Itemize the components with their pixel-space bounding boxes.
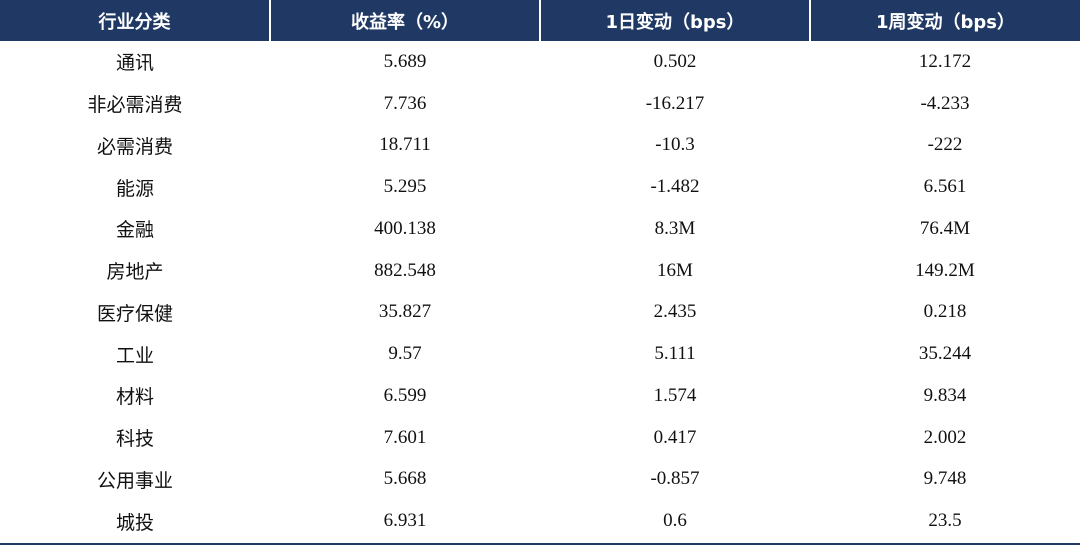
cell-yield: 882.548 bbox=[374, 259, 436, 281]
cell-sector: 房地产 bbox=[106, 261, 164, 284]
cell-yield: 5.295 bbox=[383, 176, 427, 198]
table-row: 必需消费 18.711 -10.3 -222 bbox=[0, 125, 1080, 167]
header-1d-change: 1日变动（bps） bbox=[540, 0, 811, 41]
cell-sector: 工业 bbox=[115, 344, 154, 367]
header-yield: 收益率（%） bbox=[270, 0, 541, 41]
cell-sector: 必需消费 bbox=[96, 135, 173, 158]
cell-yield: 5.668 bbox=[383, 468, 427, 490]
cell-1w-change: 0.218 bbox=[923, 301, 967, 323]
table-body: 通讯 5.689 0.502 12.172 非必需消费 7.736 -16.217 -4.23… bbox=[0, 41, 1080, 542]
cell-sector: 通讯 bbox=[115, 52, 154, 75]
table-row: 公用事业 5.668 -0.857 9.748 bbox=[0, 459, 1080, 501]
cell-sector: 非必需消费 bbox=[87, 94, 183, 117]
cell-yield: 9.57 bbox=[388, 343, 422, 365]
cell-1d-change: 16M bbox=[657, 259, 693, 281]
cell-1w-change: 149.2M bbox=[915, 259, 975, 281]
cell-1d-change: -10.3 bbox=[655, 134, 695, 156]
cell-sector: 科技 bbox=[115, 428, 154, 451]
cell-yield: 7.601 bbox=[383, 426, 427, 448]
cell-1d-change: 2.435 bbox=[653, 301, 697, 323]
table-header: 行业分类 收益率（%） 1日变动（bps） 1周变动（bps） bbox=[0, 0, 1080, 41]
table-row: 医疗保健 35.827 2.435 0.218 bbox=[0, 292, 1080, 334]
table-row: 通讯 5.689 0.502 12.172 bbox=[0, 41, 1080, 83]
cell-1w-change: 23.5 bbox=[928, 510, 962, 532]
cell-sector: 金融 bbox=[115, 219, 154, 242]
cell-sector: 材料 bbox=[115, 386, 154, 409]
table-row: 城投 6.931 0.6 23.5 bbox=[0, 500, 1080, 542]
cell-1w-change: 76.4M bbox=[919, 217, 971, 239]
cell-1w-change: 35.244 bbox=[918, 343, 972, 365]
header-1w-change: 1周变动（bps） bbox=[810, 0, 1080, 41]
cell-1w-change: 9.834 bbox=[923, 384, 967, 406]
cell-yield: 35.827 bbox=[378, 301, 432, 323]
cell-1w-change: -4.233 bbox=[920, 92, 970, 114]
cell-1w-change: -222 bbox=[927, 134, 963, 156]
cell-1d-change: 0.6 bbox=[663, 510, 687, 532]
cell-1w-change: 2.002 bbox=[923, 426, 967, 448]
cell-sector: 城投 bbox=[115, 511, 154, 534]
cell-1w-change: 9.748 bbox=[923, 468, 967, 490]
cell-yield: 7.736 bbox=[383, 92, 427, 114]
cell-sector: 医疗保健 bbox=[96, 302, 173, 325]
table-row: 金融 400.138 8.3M 76.4M bbox=[0, 208, 1080, 250]
cell-1d-change: 0.502 bbox=[653, 50, 697, 72]
cell-1d-change: 8.3M bbox=[654, 217, 696, 239]
cell-yield: 6.599 bbox=[383, 384, 427, 406]
cell-sector: 公用事业 bbox=[96, 469, 173, 492]
cell-yield: 18.711 bbox=[379, 134, 431, 156]
cell-1w-change: 6.561 bbox=[923, 176, 967, 198]
table-row: 能源 5.295 -1.482 6.561 bbox=[0, 166, 1080, 208]
cell-1d-change: 5.111 bbox=[654, 343, 696, 365]
cell-yield: 5.689 bbox=[383, 50, 427, 72]
cell-yield: 6.931 bbox=[383, 510, 427, 532]
header-row: 行业分类 收益率（%） 1日变动（bps） 1周变动（bps） bbox=[0, 0, 1080, 41]
header-sector: 行业分类 bbox=[0, 0, 271, 41]
cell-1d-change: -1.482 bbox=[650, 176, 700, 198]
cell-1w-change: 12.172 bbox=[918, 50, 972, 72]
cell-1d-change: 0.417 bbox=[653, 426, 697, 448]
cell-1d-change: -0.857 bbox=[650, 468, 700, 490]
cell-yield: 400.138 bbox=[374, 217, 436, 239]
cell-sector: 能源 bbox=[115, 177, 154, 200]
cell-1d-change: 1.574 bbox=[653, 384, 697, 406]
table-row: 材料 6.599 1.574 9.834 bbox=[0, 375, 1080, 417]
table-row: 科技 7.601 0.417 2.002 bbox=[0, 417, 1080, 459]
table-row: 工业 9.57 5.111 35.244 bbox=[0, 333, 1080, 375]
table-row: 房地产 882.548 16M 149.2M bbox=[0, 250, 1080, 292]
table-row: 非必需消费 7.736 -16.217 -4.233 bbox=[0, 83, 1080, 125]
cell-1d-change: -16.217 bbox=[645, 92, 705, 114]
table-bottom-rule bbox=[0, 543, 1080, 545]
